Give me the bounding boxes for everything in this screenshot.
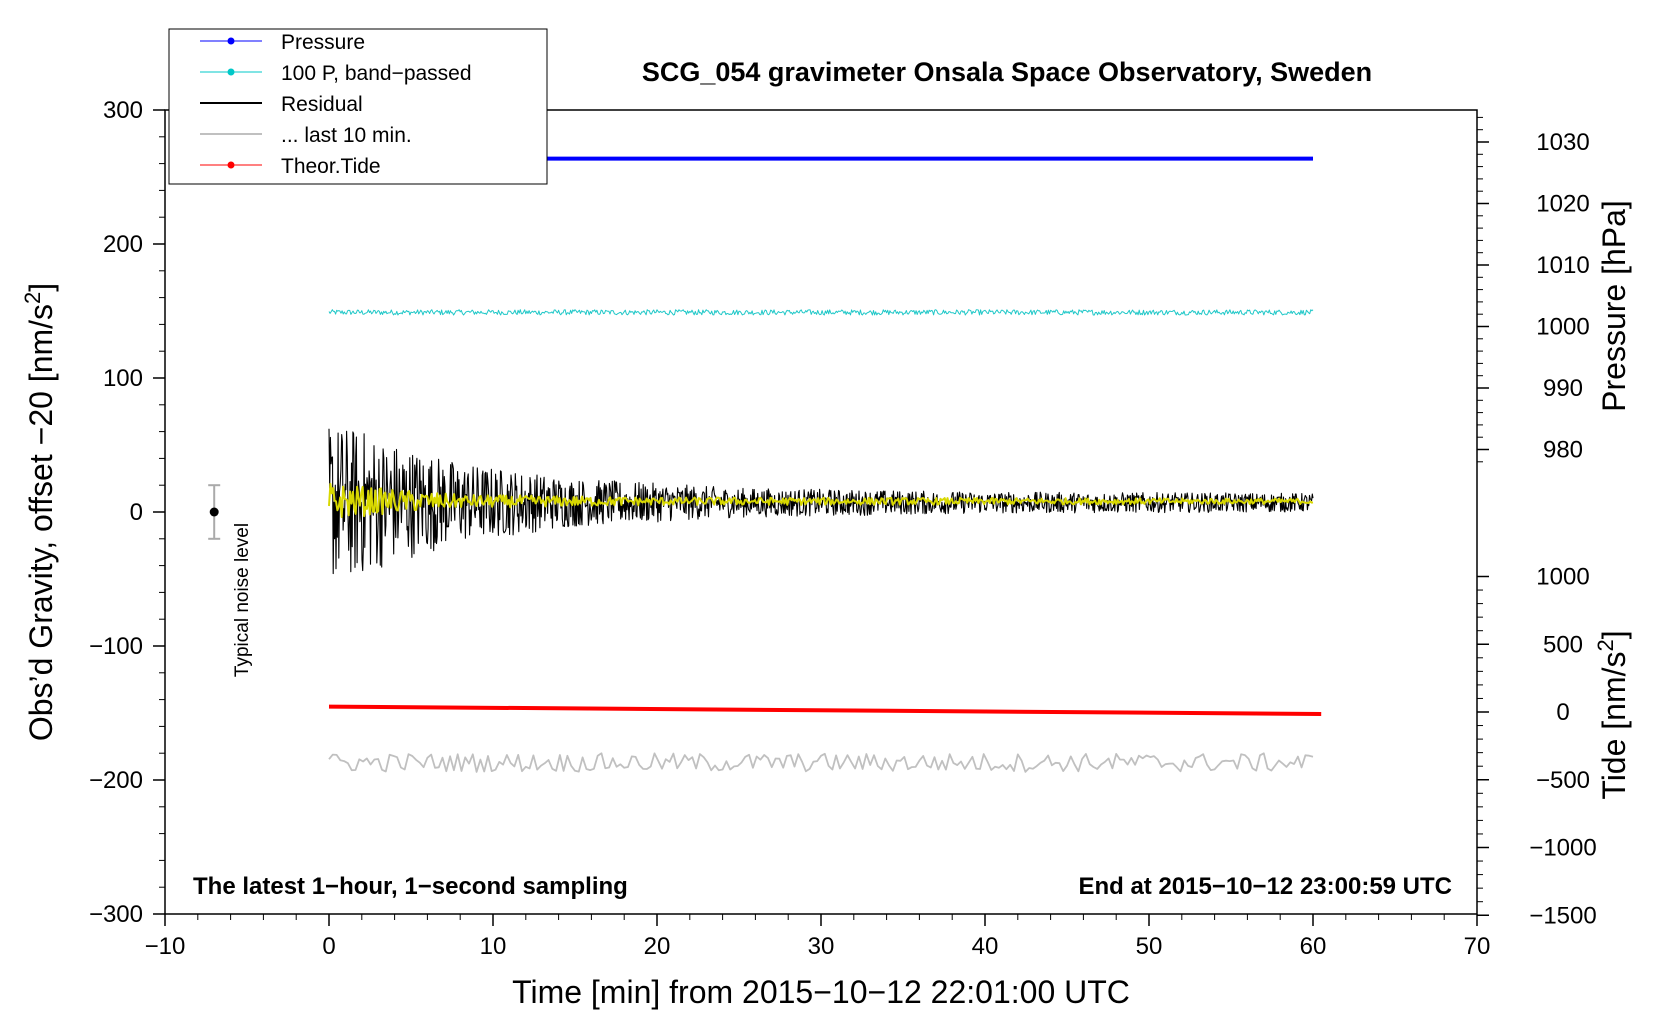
y-axis-pressure: 980 990 1000 1010 1020 1030 bbox=[1477, 116, 1590, 464]
legend-label: Residual bbox=[281, 93, 363, 116]
legend: Pressure 100 P, band−passed Residual ... la… bbox=[168, 28, 548, 185]
tide-tick-label: 0 bbox=[1556, 699, 1569, 726]
legend-marker bbox=[227, 161, 235, 169]
tide-axis-label-main: Tide [nm/s bbox=[1596, 651, 1632, 799]
annotation-sampling: The latest 1−hour, 1−second sampling bbox=[193, 873, 628, 900]
legend-marker bbox=[227, 68, 235, 76]
tide-axis-label: Tide [nm/s2] bbox=[1593, 630, 1632, 799]
y-tick-label: −100 bbox=[89, 633, 143, 660]
pressure-tick-label: 1030 bbox=[1536, 129, 1589, 156]
legend-marker bbox=[227, 37, 235, 45]
y-axis-label: Obs’d Gravity, offset −20 [nm/s2] bbox=[20, 283, 59, 741]
series-residual-smoothed bbox=[328, 482, 1314, 519]
legend-label: Theor.Tide bbox=[281, 155, 381, 178]
y-tick-label: 300 bbox=[103, 97, 143, 124]
noise-level-label: Typical noise level bbox=[232, 523, 253, 677]
pressure-tick-label: 990 bbox=[1543, 375, 1583, 402]
y-tick-label: −200 bbox=[89, 767, 143, 794]
x-tick-label: 0 bbox=[322, 933, 335, 960]
y-axis-label-end: ] bbox=[23, 283, 59, 292]
legend-label: 100 P, band−passed bbox=[281, 62, 472, 85]
x-axis-label: Time [min] from 2015−10−12 22:01:00 UTC bbox=[512, 974, 1130, 1010]
tide-tick-label: −1500 bbox=[1529, 902, 1596, 929]
legend-label: ... last 10 min. bbox=[281, 124, 412, 147]
tide-axis-label-end: ] bbox=[1596, 630, 1632, 639]
series-theor-tide bbox=[328, 704, 1322, 716]
x-tick-label: 50 bbox=[1136, 933, 1163, 960]
pressure-axis-label: Pressure [hPa] bbox=[1596, 200, 1632, 412]
x-tick-label: 60 bbox=[1300, 933, 1327, 960]
pressure-tick-label: 1010 bbox=[1536, 252, 1589, 279]
tide-tick-label: −500 bbox=[1536, 767, 1590, 794]
tide-tick-label: 500 bbox=[1543, 631, 1583, 658]
y-axis-gravity: −300 −200 −100 0 100 200 300 bbox=[89, 97, 165, 928]
legend-box bbox=[168, 28, 548, 185]
y-tick-label: 0 bbox=[130, 499, 143, 526]
x-axis: −10 0 10 20 30 40 50 60 70 bbox=[145, 914, 1491, 960]
y-axis-label-sup: 2 bbox=[20, 292, 45, 304]
x-tick-label: −10 bbox=[145, 933, 186, 960]
y-axis-tide: −1500 −1000 −500 0 500 1000 bbox=[1477, 564, 1597, 929]
x-tick-label: 30 bbox=[808, 933, 835, 960]
noise-dot bbox=[209, 507, 219, 517]
y-tick-label: 100 bbox=[103, 365, 143, 392]
tide-tick-label: 1000 bbox=[1536, 564, 1589, 591]
y-axis-label-main: Obs’d Gravity, offset −20 [nm/s bbox=[23, 304, 59, 741]
pressure-tick-label: 1000 bbox=[1536, 314, 1589, 341]
tide-axis-label-sup: 2 bbox=[1593, 639, 1618, 651]
x-tick-label: 70 bbox=[1464, 933, 1491, 960]
legend-label: Pressure bbox=[281, 31, 365, 54]
noise-level-indicator bbox=[208, 484, 221, 540]
y-tick-label: 200 bbox=[103, 231, 143, 258]
pressure-tick-label: 980 bbox=[1543, 437, 1583, 464]
x-tick-label: 10 bbox=[480, 933, 507, 960]
series--last-10-min- bbox=[328, 752, 1314, 773]
x-tick-label: 40 bbox=[972, 933, 999, 960]
annotation-end-time: End at 2015−10−12 23:00:59 UTC bbox=[1078, 873, 1452, 900]
tide-tick-label: −1000 bbox=[1529, 835, 1596, 862]
y-tick-label: −300 bbox=[89, 901, 143, 928]
series-group bbox=[328, 156, 1322, 773]
x-tick-label: 20 bbox=[644, 933, 671, 960]
chart-title: SCG_054 gravimeter Onsala Space Observat… bbox=[642, 57, 1372, 87]
series-100-p-band-passed bbox=[328, 309, 1314, 316]
pressure-tick-label: 1020 bbox=[1536, 191, 1589, 218]
